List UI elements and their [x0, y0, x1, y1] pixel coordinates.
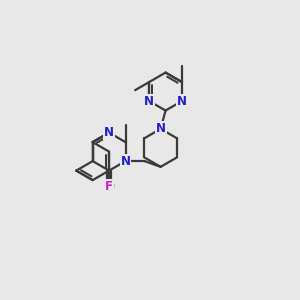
Text: N: N — [144, 94, 154, 107]
Text: N: N — [156, 122, 166, 135]
Text: N: N — [177, 94, 187, 107]
Text: F: F — [105, 180, 113, 193]
Text: O: O — [104, 180, 114, 193]
Text: N: N — [121, 154, 130, 168]
Text: F: F — [105, 180, 113, 193]
Text: N: N — [104, 126, 114, 139]
